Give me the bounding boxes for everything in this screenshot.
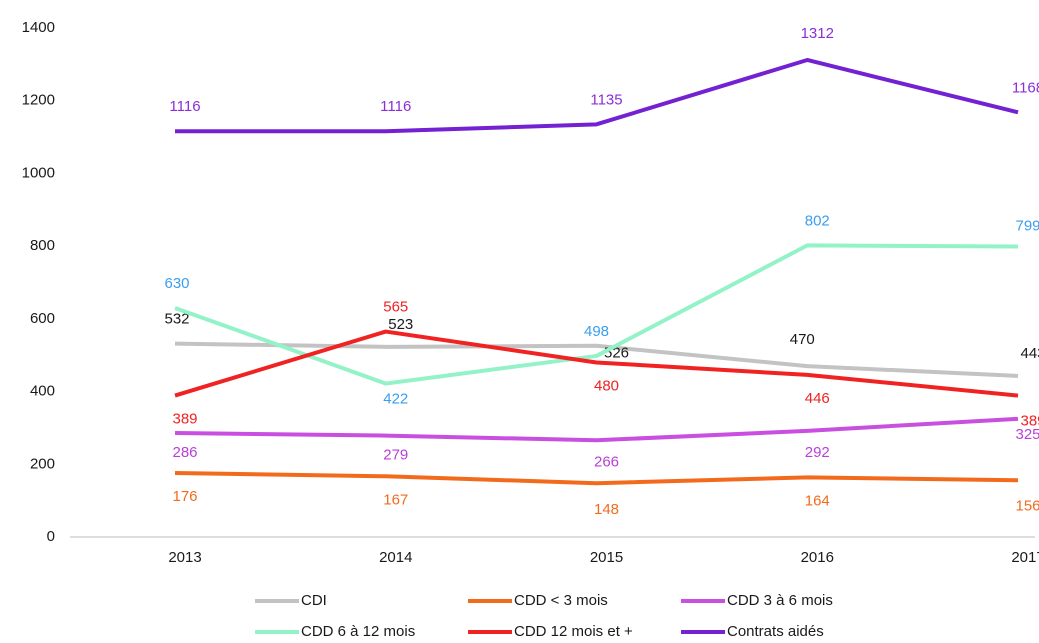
y-tick-label: 1200 bbox=[22, 92, 55, 109]
data-label: 802 bbox=[805, 212, 830, 229]
data-label: 156 bbox=[1015, 497, 1039, 514]
data-label: 799 bbox=[1015, 217, 1039, 234]
y-tick-label: 1000 bbox=[22, 164, 55, 181]
legend-label: Contrats aidés bbox=[727, 623, 824, 640]
data-label: 523 bbox=[388, 316, 413, 333]
data-label: 532 bbox=[164, 311, 189, 328]
line-series bbox=[174, 341, 1019, 378]
line-series bbox=[174, 416, 1019, 443]
x-tick-label: 2016 bbox=[801, 549, 834, 566]
x-tick-label: 2013 bbox=[168, 549, 201, 566]
data-label: 1116 bbox=[380, 98, 411, 115]
data-label: 148 bbox=[594, 501, 619, 518]
x-tick-label: 2014 bbox=[379, 549, 412, 566]
data-label: 1116 bbox=[169, 98, 200, 115]
line-series bbox=[175, 57, 1019, 134]
data-label: 292 bbox=[805, 444, 830, 461]
data-label: 446 bbox=[805, 390, 830, 407]
data-label: 1168 bbox=[1012, 79, 1039, 96]
data-label: 1312 bbox=[801, 25, 834, 42]
y-tick-label: 600 bbox=[30, 310, 55, 327]
data-label: 286 bbox=[172, 444, 197, 461]
data-label: 565 bbox=[383, 299, 408, 316]
y-tick-label: 200 bbox=[30, 455, 55, 472]
data-label: 1135 bbox=[590, 91, 622, 108]
data-label: 266 bbox=[594, 453, 619, 470]
data-label: 443 bbox=[1020, 345, 1039, 362]
legend-label: CDD 3 à 6 mois bbox=[727, 592, 833, 609]
data-label: 389 bbox=[1020, 413, 1039, 430]
data-label: 470 bbox=[790, 331, 815, 348]
legend-label: CDD 6 à 12 mois bbox=[301, 623, 415, 640]
y-tick-label: 0 bbox=[47, 528, 55, 545]
y-tick-label: 1400 bbox=[22, 19, 55, 36]
data-label: 167 bbox=[383, 491, 408, 508]
data-label: 325 bbox=[1015, 426, 1039, 443]
data-label: 498 bbox=[584, 323, 609, 340]
x-tick-label: 2017 bbox=[1011, 549, 1039, 566]
legend-label: CDD 12 mois et + bbox=[514, 623, 633, 640]
line-series bbox=[174, 329, 1019, 398]
y-tick-label: 400 bbox=[30, 383, 55, 400]
line-series bbox=[174, 471, 1019, 486]
legend-label: CDI bbox=[301, 592, 327, 609]
data-label: 422 bbox=[383, 391, 408, 408]
y-tick-label: 800 bbox=[30, 237, 55, 254]
line-series bbox=[174, 243, 1019, 386]
legend-label: CDD < 3 mois bbox=[514, 592, 608, 609]
data-label: 630 bbox=[164, 275, 189, 292]
data-label: 164 bbox=[805, 492, 830, 509]
data-label: 389 bbox=[172, 411, 197, 428]
data-label: 279 bbox=[383, 447, 408, 464]
data-label: 480 bbox=[594, 377, 619, 394]
x-tick-label: 2015 bbox=[590, 549, 623, 566]
data-label: 176 bbox=[172, 488, 197, 505]
